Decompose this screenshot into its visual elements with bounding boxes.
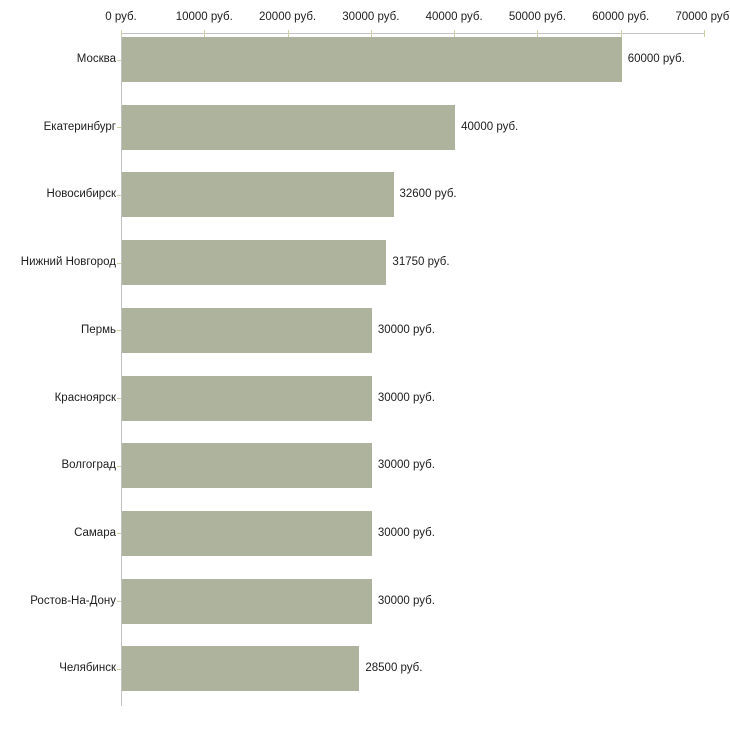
category-label: Нижний Новгород: [20, 256, 116, 268]
x-axis-tick: [704, 30, 705, 37]
bar-7: [122, 510, 372, 556]
x-axis-tick: [204, 30, 206, 37]
category-label: Пермь: [81, 324, 116, 336]
bar-value-label: 40000 руб.: [461, 121, 519, 133]
bar-value-label: 30000 руб.: [377, 392, 435, 404]
y-axis-tick: [117, 466, 121, 467]
x-axis-tick-label: 70000 руб.: [675, 11, 730, 23]
y-axis-tick: [117, 263, 121, 264]
x-axis-tick: [121, 30, 122, 37]
y-axis-tick: [117, 127, 121, 128]
x-axis-tick-label: 40000 руб.: [425, 11, 483, 23]
bar-6: [122, 443, 372, 489]
category-label: Ростов-На-Дону: [30, 595, 116, 607]
bar-4: [122, 307, 372, 353]
category-label: Екатеринбург: [43, 121, 116, 133]
x-axis-tick-label: 10000 руб.: [175, 11, 233, 23]
y-axis-line: [121, 33, 122, 706]
x-axis-tick-label: 0 руб.: [105, 11, 137, 23]
y-axis-tick: [117, 60, 121, 61]
x-axis-tick-label: 60000 руб.: [592, 11, 650, 23]
y-axis-tick: [117, 601, 121, 602]
bar-value-label: 30000 руб.: [377, 527, 435, 539]
bar-value-label: 28500 руб.: [365, 662, 423, 674]
y-axis-tick: [117, 330, 121, 331]
x-axis-tick: [370, 30, 372, 37]
x-axis-tick-label: 50000 руб.: [508, 11, 566, 23]
bar-2: [122, 172, 394, 218]
bar-9: [122, 646, 360, 692]
bar-value-label: 30000 руб.: [377, 459, 435, 471]
bar-value-label: 60000 руб.: [627, 53, 685, 65]
y-axis-tick: [117, 195, 121, 196]
bar-value-label: 30000 руб.: [377, 595, 435, 607]
category-label: Волгоград: [61, 459, 116, 471]
bar-value-label: 30000 руб.: [377, 324, 435, 336]
bar-value-label: 31750 руб.: [392, 256, 450, 268]
category-label: Москва: [76, 53, 116, 65]
bar-1: [122, 104, 456, 150]
x-axis-tick: [537, 30, 539, 37]
x-axis-tick: [620, 30, 622, 37]
x-axis-line: [121, 33, 704, 34]
bar-0: [122, 37, 622, 82]
x-axis-tick-label: 30000 руб.: [342, 11, 400, 23]
x-axis-tick: [454, 30, 456, 37]
bar-value-label: 32600 руб.: [399, 188, 457, 200]
category-label: Новосибирск: [46, 188, 116, 200]
bar-5: [122, 375, 372, 421]
y-axis-tick: [117, 669, 121, 670]
y-axis-tick: [117, 398, 121, 399]
bar-3: [122, 240, 387, 286]
category-label: Красноярск: [54, 392, 116, 404]
y-axis-tick: [117, 533, 121, 534]
category-label: Челябинск: [59, 662, 116, 674]
x-axis-tick-label: 20000 руб.: [259, 11, 317, 23]
bar-8: [122, 578, 372, 624]
x-axis-tick: [287, 30, 289, 37]
category-label: Самара: [74, 527, 116, 539]
